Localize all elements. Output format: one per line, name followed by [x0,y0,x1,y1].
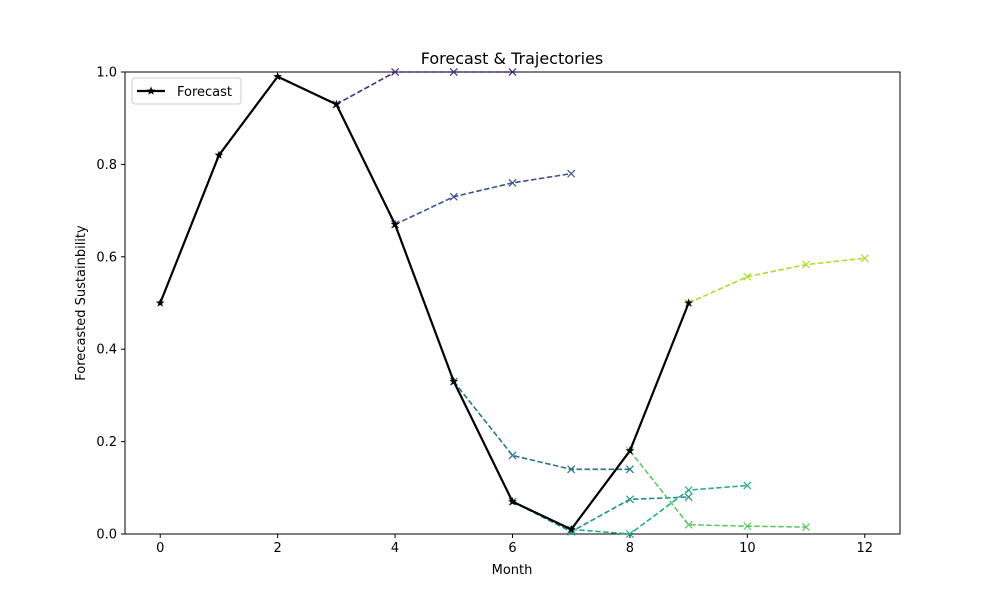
forecast-point [566,524,576,534]
forecast-point [449,376,459,386]
data-layer [155,67,869,539]
forecast-point [273,72,283,81]
trajectory-point [625,495,634,504]
y-tick-label: 0.0 [96,528,117,543]
forecast-point [684,298,694,307]
trajectory-line [394,172,572,226]
axes-frame [124,71,901,535]
trajectory-point [802,523,811,532]
trajectory-point [508,451,517,460]
x-tick-label: 0 [156,541,164,556]
y-tick-label: 0.8 [96,158,117,173]
trajectory-point [684,486,693,495]
y-tick-label: 1.0 [96,66,117,81]
legend-forecast-label: Forecast [177,85,232,100]
trajectory-line [335,71,513,106]
legend-box [131,77,242,105]
trajectory-point [391,67,400,77]
trajectory-point [508,67,517,77]
y-tick-label: 0.2 [96,435,117,450]
trajectory-point [802,260,811,269]
trajectory-line [571,484,748,535]
x-tick-label: 12 [856,541,873,556]
trajectory-point [625,465,634,474]
forecast-point [625,446,635,455]
forecast-point [214,150,224,159]
legend: Forecast [131,77,242,105]
x-tick-label: 10 [739,541,756,556]
x-tick-label: 2 [274,541,282,556]
x-tick-label: 6 [508,541,516,556]
x-tick-label: 8 [626,541,634,556]
trajectory-point [684,520,693,529]
trajectory-line [688,257,865,304]
y-axis-label: Forecasted Sustainbility [74,225,89,381]
trajectory-point [508,178,517,187]
forecast-point [508,497,517,506]
y-tick-label: 0.4 [96,343,117,358]
trajectory-line [629,450,807,528]
forecast-point [331,99,341,109]
trajectory-point [860,254,869,263]
x-tick-label: 4 [391,541,399,556]
plot-area: 0 2 4 6 8 10 12 0.0 0.2 0.4 0.6 0.8 1.0 [96,66,901,556]
trajectory-point [743,481,752,490]
trajectory-point [567,169,576,178]
chart-title: Forecast & Trajectories [421,49,604,68]
trajectory-point [449,192,458,201]
trajectory-point [743,522,752,531]
trajectory-point [684,493,693,502]
trajectory-point [567,465,576,474]
y-tick-label: 0.6 [96,250,117,265]
forecast-point [390,219,400,229]
legend-forecast-marker [146,86,156,95]
trajectory-point [625,529,634,539]
forecast-point [155,298,165,307]
trajectory-point [743,272,752,281]
trajectory-point [449,67,458,77]
x-axis-label: Month [492,563,533,578]
trajectory-line [453,381,630,471]
forecast-line [159,75,690,531]
